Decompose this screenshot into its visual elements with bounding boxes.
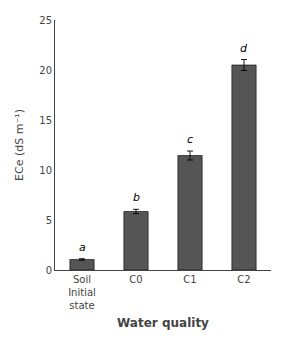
svg-text:C0: C0 [129, 274, 142, 285]
svg-text:ECe (dS m⁻¹): ECe (dS m⁻¹) [13, 109, 26, 181]
svg-text:C1: C1 [183, 274, 196, 285]
svg-text:Water quality: Water quality [117, 316, 209, 330]
svg-text:20: 20 [39, 65, 52, 76]
svg-text:0: 0 [46, 265, 52, 276]
svg-text:10: 10 [39, 165, 52, 176]
svg-text:a: a [79, 241, 86, 254]
svg-text:d: d [240, 42, 248, 55]
svg-text:SoilInitialstate: SoilInitialstate [68, 274, 96, 311]
svg-text:25: 25 [39, 15, 52, 26]
svg-text:15: 15 [39, 115, 52, 126]
svg-text:b: b [133, 191, 140, 204]
svg-text:c: c [187, 133, 193, 146]
svg-text:C2: C2 [237, 274, 250, 285]
svg-text:5: 5 [46, 215, 52, 226]
